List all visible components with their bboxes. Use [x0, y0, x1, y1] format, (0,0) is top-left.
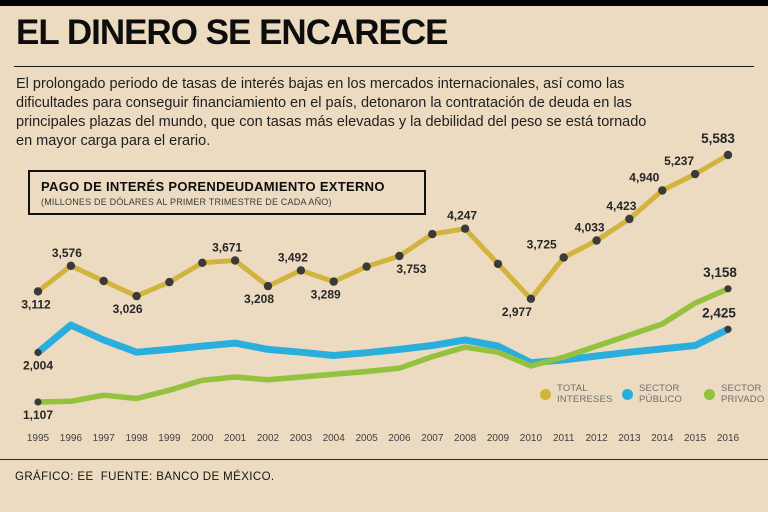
chart-title-box: PAGO DE INTERÉS PORENDEUDAMIENTO EXTERNO…: [28, 170, 426, 215]
data-point: [625, 214, 634, 224]
footer-divider: [0, 459, 768, 460]
chart-title: PAGO DE INTERÉS PORENDEUDAMIENTO EXTERNO: [41, 179, 385, 194]
legend-dot-icon: [704, 388, 715, 400]
data-point: [33, 287, 43, 296]
legend-item-sector-privado: SECTOR PRIVADO: [704, 383, 768, 406]
year-label: 2001: [224, 433, 247, 444]
data-point: [132, 291, 141, 301]
value-label: 3,158: [703, 265, 737, 280]
year-label: 2015: [684, 433, 707, 444]
legend-label: SECTOR PRIVADO: [721, 383, 765, 406]
year-label: 2008: [454, 433, 477, 444]
value-label: 2,977: [502, 305, 532, 319]
value-label: 3,753: [396, 262, 426, 276]
legend-item-sector-publico: SECTOR PÚBLICO: [622, 383, 691, 406]
year-label: 2014: [651, 433, 674, 444]
year-label: 2010: [520, 433, 543, 444]
year-label: 2009: [487, 433, 510, 444]
year-label: 2012: [585, 433, 608, 444]
data-point: [658, 186, 667, 195]
year-label: 2011: [553, 433, 575, 444]
value-label: 3,576: [52, 246, 82, 260]
value-label: 3,289: [311, 288, 341, 302]
value-label: 2,425: [702, 305, 736, 320]
chart-legend: TOTAL INTERESES SECTOR PÚBLICO SECTOR PRIV…: [540, 383, 768, 406]
value-label: 3,112: [21, 297, 51, 311]
legend-dot-icon: [622, 388, 633, 400]
legend-dot-icon: [540, 388, 551, 400]
data-point: [559, 253, 568, 262]
data-point: [34, 398, 42, 406]
year-label: 1997: [93, 433, 116, 444]
data-point: [34, 348, 42, 357]
data-point: [526, 294, 536, 303]
year-label: 2002: [257, 433, 280, 444]
source-credit: GRÁFICO: EE FUENTE: BANCO DE MÉXICO.: [15, 471, 275, 483]
top-border-bar: [0, 0, 768, 6]
value-label: 1,107: [23, 408, 53, 422]
data-point: [296, 266, 306, 275]
data-point: [263, 281, 273, 291]
year-label: 1998: [125, 433, 148, 444]
year-label: 1996: [60, 433, 83, 444]
year-label: 2013: [618, 433, 641, 444]
year-label: 2016: [717, 433, 740, 444]
legend-label: SECTOR PÚBLICO: [639, 383, 683, 406]
data-point: [690, 169, 700, 179]
chart-subtitle: (MILLONES DE DÓLARES AL PRIMER TRIMESTRE…: [41, 197, 332, 207]
data-point: [428, 229, 437, 239]
value-label: 3,208: [244, 292, 274, 306]
year-label: 2000: [191, 433, 214, 444]
value-label: 5,583: [701, 131, 735, 146]
data-point: [460, 224, 470, 233]
value-label: 4,423: [606, 199, 636, 213]
data-point: [99, 276, 108, 286]
data-point: [493, 259, 503, 269]
value-label: 3,725: [527, 238, 557, 252]
data-point: [724, 285, 732, 293]
value-label: 3,026: [113, 302, 143, 316]
value-label: 4,247: [447, 209, 477, 223]
data-point: [362, 262, 371, 271]
data-point: [724, 325, 732, 333]
intro-text: El prolongado periodo de tasas de interé…: [16, 76, 647, 149]
year-label: 2004: [323, 433, 346, 444]
year-label: 2006: [388, 433, 411, 444]
year-label: 1999: [158, 433, 181, 444]
legend-label: TOTAL INTERESES: [557, 383, 613, 406]
data-point: [395, 251, 404, 261]
legend-item-total-intereses: TOTAL INTERESES: [540, 383, 613, 406]
value-label: 3,492: [278, 250, 308, 264]
year-label: 2003: [290, 433, 313, 444]
value-label: 4,033: [575, 221, 605, 235]
data-point: [329, 277, 338, 286]
data-point: [592, 236, 601, 245]
data-point: [165, 277, 174, 287]
data-point: [198, 258, 207, 267]
value-label: 2,004: [23, 359, 53, 373]
page-title: EL DINERO SE ENCARECE: [16, 13, 448, 52]
year-label: 2007: [421, 433, 444, 444]
value-label: 4,940: [629, 171, 659, 185]
value-label: 3,671: [212, 241, 242, 255]
title-divider: [14, 66, 754, 67]
data-point: [66, 261, 76, 270]
data-point: [723, 150, 733, 160]
sector-publico-line: [34, 321, 732, 367]
data-point: [230, 256, 240, 265]
year-label: 1995: [27, 433, 50, 444]
year-label: 2005: [355, 433, 378, 444]
value-label: 5,237: [664, 154, 694, 168]
